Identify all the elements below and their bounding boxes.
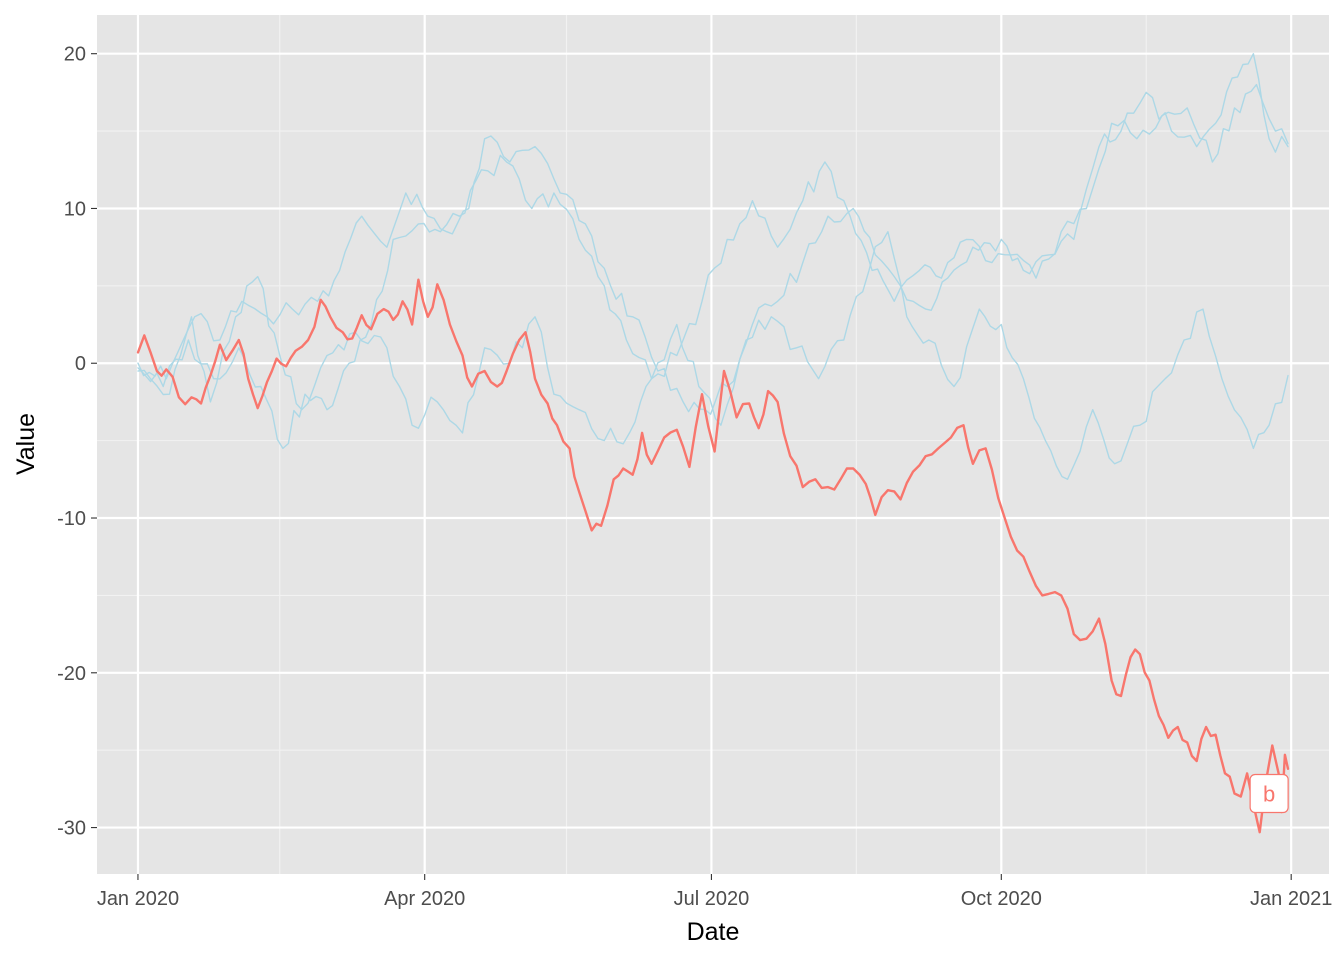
y-tick-label: -30: [57, 818, 86, 840]
x-tick-label: Jan 2020: [97, 888, 179, 910]
x-tick-label: Jul 2020: [674, 888, 750, 910]
x-axis-title: Date: [687, 918, 740, 946]
series-line-background: [137, 53, 1289, 415]
y-axis-title: Value: [12, 413, 40, 475]
x-axis: Jan 2020 Apr 2020 Jul 2020 Oct 2020 Jan 2021: [97, 874, 1332, 910]
y-tick-label: 20: [64, 44, 86, 66]
y-axis: 20 10 0 -10 -20 -30: [57, 44, 97, 840]
x-tick-label: Oct 2020: [961, 888, 1042, 910]
x-tick-label: Apr 2020: [384, 888, 465, 910]
series-line-highlight: [136, 278, 1290, 834]
x-tick-label: Jan 2021: [1250, 888, 1332, 910]
series-layer: [136, 53, 1290, 834]
series-line-background: [137, 83, 1289, 450]
annotation-layer: b: [1249, 773, 1289, 814]
y-tick-label: 0: [75, 353, 86, 375]
major-grid: [97, 15, 1329, 874]
label-text: b: [1263, 782, 1275, 807]
y-tick-label: 10: [64, 198, 86, 220]
label-box: [1249, 773, 1289, 814]
y-tick-label: -20: [57, 663, 86, 685]
y-tick-label: -10: [57, 508, 86, 530]
